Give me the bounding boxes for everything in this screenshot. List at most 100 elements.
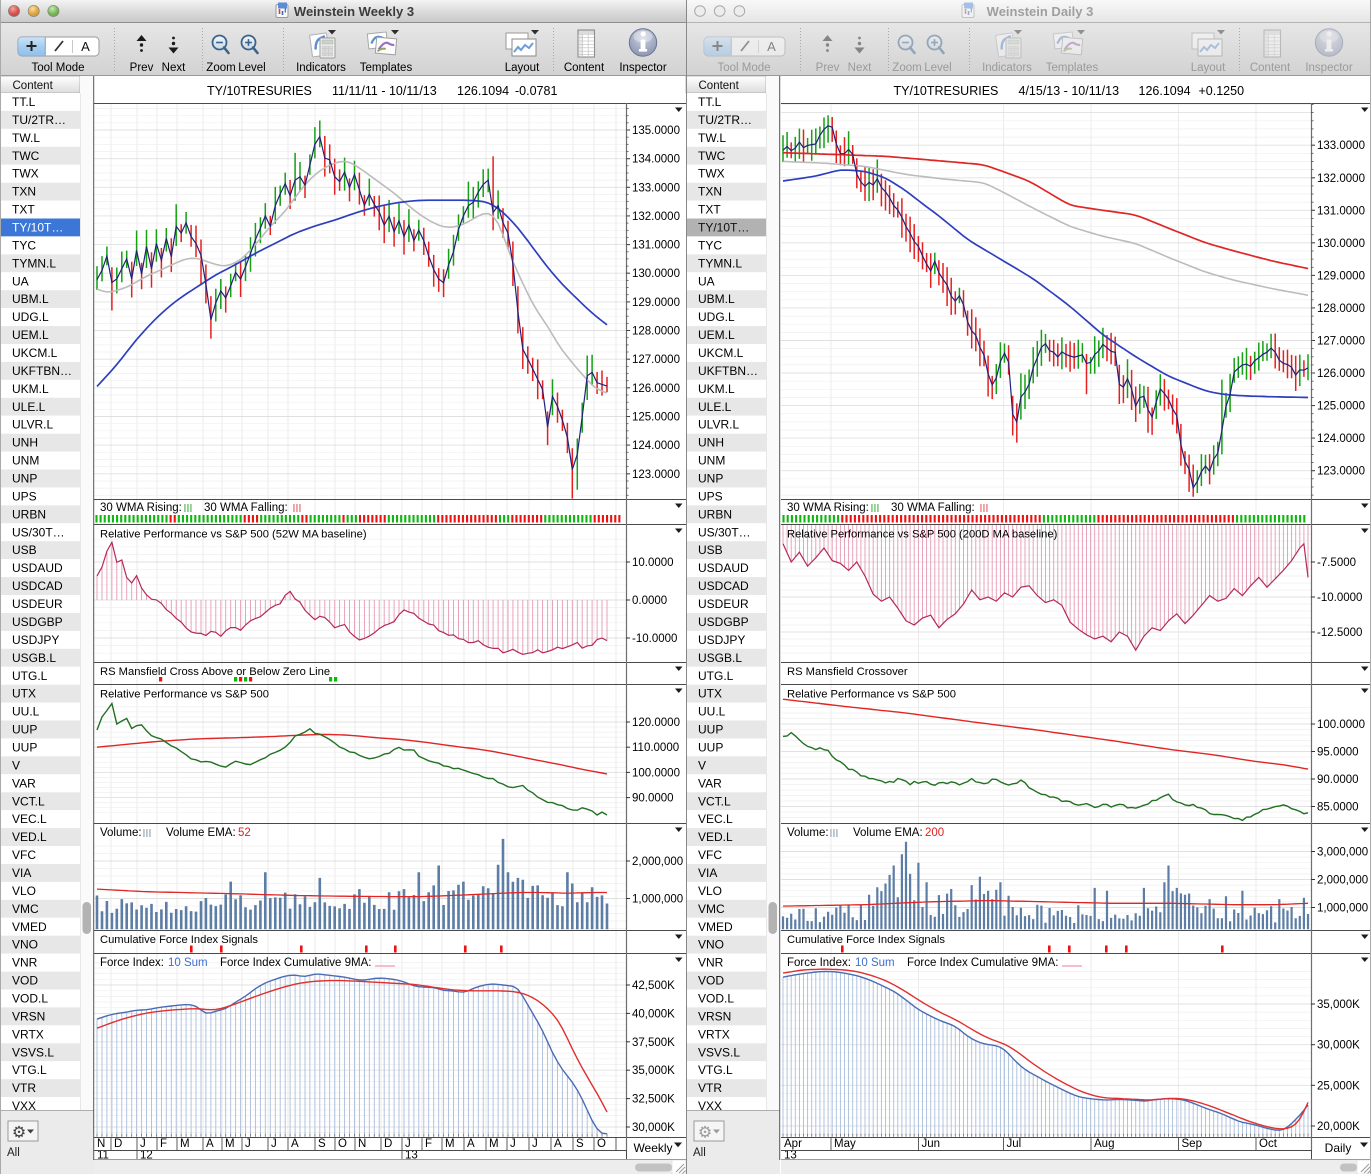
svg-text:Volume EMA:: Volume EMA: — [166, 827, 236, 839]
svg-text:VNR: VNR — [698, 956, 724, 970]
svg-text:UTG.L: UTG.L — [12, 669, 48, 683]
svg-text:Next: Next — [162, 62, 186, 74]
svg-text:Weinstein Daily 3: Weinstein Daily 3 — [987, 4, 1094, 19]
svg-text:TWX: TWX — [698, 167, 725, 181]
svg-text:ULVR.L: ULVR.L — [12, 418, 53, 432]
svg-text:UNH: UNH — [12, 436, 38, 450]
svg-text:TY/10TRESURIES: TY/10TRESURIES — [207, 84, 312, 98]
svg-text:2,000,000: 2,000,000 — [632, 856, 683, 868]
svg-text:VXX: VXX — [12, 1099, 36, 1113]
svg-text:J: J — [271, 1138, 277, 1150]
svg-text:Zoom: Zoom — [892, 62, 921, 74]
svg-text:J: J — [245, 1138, 251, 1150]
svg-text:Force Index Cumulative 9MA:: Force Index Cumulative 9MA: — [220, 957, 371, 969]
svg-text:UKM.L: UKM.L — [698, 382, 735, 396]
svg-text:TWC: TWC — [12, 149, 40, 163]
svg-text:VTG.L: VTG.L — [12, 1063, 47, 1077]
svg-text:-12.5000: -12.5000 — [1317, 627, 1362, 639]
svg-text:A: A — [467, 1138, 475, 1150]
svg-text:Relative Performance vs S&P 50: Relative Performance vs S&P 500 (52W MA … — [100, 529, 367, 541]
svg-text:D: D — [114, 1138, 122, 1150]
svg-text:Content: Content — [13, 80, 54, 92]
svg-text:UA: UA — [12, 274, 29, 288]
svg-text:TY/10T…: TY/10T… — [12, 221, 63, 235]
svg-text:VSVS.L: VSVS.L — [698, 1045, 740, 1059]
svg-text:UKCM.L: UKCM.L — [12, 346, 58, 360]
svg-text:130.0000: 130.0000 — [1317, 238, 1365, 250]
svg-text:30,000K: 30,000K — [632, 1122, 675, 1134]
svg-text:30 WMA Rising:: 30 WMA Rising: — [100, 502, 182, 514]
svg-text:VMED: VMED — [698, 920, 733, 934]
svg-text:131.0000: 131.0000 — [632, 240, 680, 252]
svg-text:30 WMA Falling:: 30 WMA Falling: — [891, 502, 975, 514]
svg-text:UDG.L: UDG.L — [698, 310, 735, 324]
svg-text:VAR: VAR — [12, 776, 36, 790]
svg-text:UNP: UNP — [12, 472, 37, 486]
svg-text:Weinstein Weekly 3: Weinstein Weekly 3 — [294, 4, 414, 19]
svg-text:TT.L: TT.L — [12, 95, 36, 109]
svg-text:UNH: UNH — [698, 436, 724, 450]
svg-text:4/15/13 - 10/11/13: 4/15/13 - 10/11/13 — [1019, 84, 1120, 98]
svg-text:35,000K: 35,000K — [1317, 999, 1360, 1011]
svg-text:UUP: UUP — [12, 723, 37, 737]
svg-text:40,000K: 40,000K — [632, 1008, 675, 1020]
svg-text:UNM: UNM — [12, 454, 39, 468]
svg-text:11: 11 — [97, 1150, 109, 1162]
svg-text:120.0000: 120.0000 — [632, 717, 680, 729]
svg-text:A: A — [206, 1138, 214, 1150]
svg-text:125.0000: 125.0000 — [632, 412, 680, 424]
svg-text:128.0000: 128.0000 — [632, 326, 680, 338]
svg-text:VOD: VOD — [698, 974, 724, 988]
svg-text:TXN: TXN — [12, 185, 36, 199]
svg-text:S: S — [318, 1138, 326, 1150]
svg-text:⚙: ⚙ — [698, 1125, 712, 1142]
svg-text:0.0000: 0.0000 — [632, 595, 667, 607]
svg-text:-10.0000: -10.0000 — [632, 633, 677, 645]
svg-text:133.0000: 133.0000 — [632, 182, 680, 194]
svg-text:F: F — [160, 1138, 167, 1150]
svg-text:VTR: VTR — [12, 1081, 36, 1095]
svg-text:VTR: VTR — [698, 1081, 722, 1095]
svg-text:10.0000: 10.0000 — [632, 557, 674, 569]
svg-text:TYC: TYC — [698, 238, 722, 252]
svg-text:Layout: Layout — [1191, 62, 1226, 74]
svg-text:VRTX: VRTX — [12, 1027, 44, 1041]
svg-text:USDGBP: USDGBP — [12, 615, 63, 629]
svg-text:VLO: VLO — [12, 884, 36, 898]
svg-text:USB: USB — [698, 543, 723, 557]
svg-text:USGB.L: USGB.L — [698, 651, 742, 665]
svg-text:US/30T…: US/30T… — [12, 525, 65, 539]
svg-text:VNO: VNO — [698, 938, 724, 952]
svg-text:USDAUD: USDAUD — [698, 561, 749, 575]
svg-text:VCT.L: VCT.L — [698, 794, 731, 808]
svg-text:M: M — [445, 1138, 455, 1150]
svg-text:Relative Performance vs S&P 50: Relative Performance vs S&P 500 (200D MA… — [787, 529, 1058, 541]
svg-text:Weekly: Weekly — [633, 1141, 672, 1155]
svg-text:UKM.L: UKM.L — [12, 382, 49, 396]
svg-text:-0.0781: -0.0781 — [515, 84, 557, 98]
svg-text:All: All — [7, 1147, 20, 1159]
svg-text:V: V — [12, 758, 20, 772]
svg-text:Volume EMA:: Volume EMA: — [853, 827, 923, 839]
svg-text:TYC: TYC — [12, 238, 36, 252]
svg-text:VFC: VFC — [698, 848, 722, 862]
svg-text:UPS: UPS — [12, 490, 37, 504]
svg-text:100.0000: 100.0000 — [1317, 719, 1365, 731]
svg-text:133.0000: 133.0000 — [1317, 140, 1365, 152]
svg-text:UTX: UTX — [12, 687, 36, 701]
svg-text:A: A — [81, 39, 90, 54]
svg-text:25,000K: 25,000K — [1317, 1080, 1360, 1092]
svg-text:37,500K: 37,500K — [632, 1037, 675, 1049]
svg-text:Apr: Apr — [784, 1138, 802, 1150]
svg-text:UDG.L: UDG.L — [12, 310, 49, 324]
svg-text:Prev: Prev — [816, 62, 840, 74]
svg-text:Level: Level — [924, 62, 952, 74]
svg-text:USDGBP: USDGBP — [698, 615, 749, 629]
svg-text:Templates: Templates — [360, 62, 413, 74]
svg-text:UNM: UNM — [698, 454, 725, 468]
svg-text:J: J — [532, 1138, 538, 1150]
svg-text:Content: Content — [699, 80, 740, 92]
svg-text:VAR: VAR — [698, 776, 722, 790]
svg-text:UBM.L: UBM.L — [12, 292, 49, 306]
svg-text:Aug: Aug — [1094, 1138, 1114, 1150]
